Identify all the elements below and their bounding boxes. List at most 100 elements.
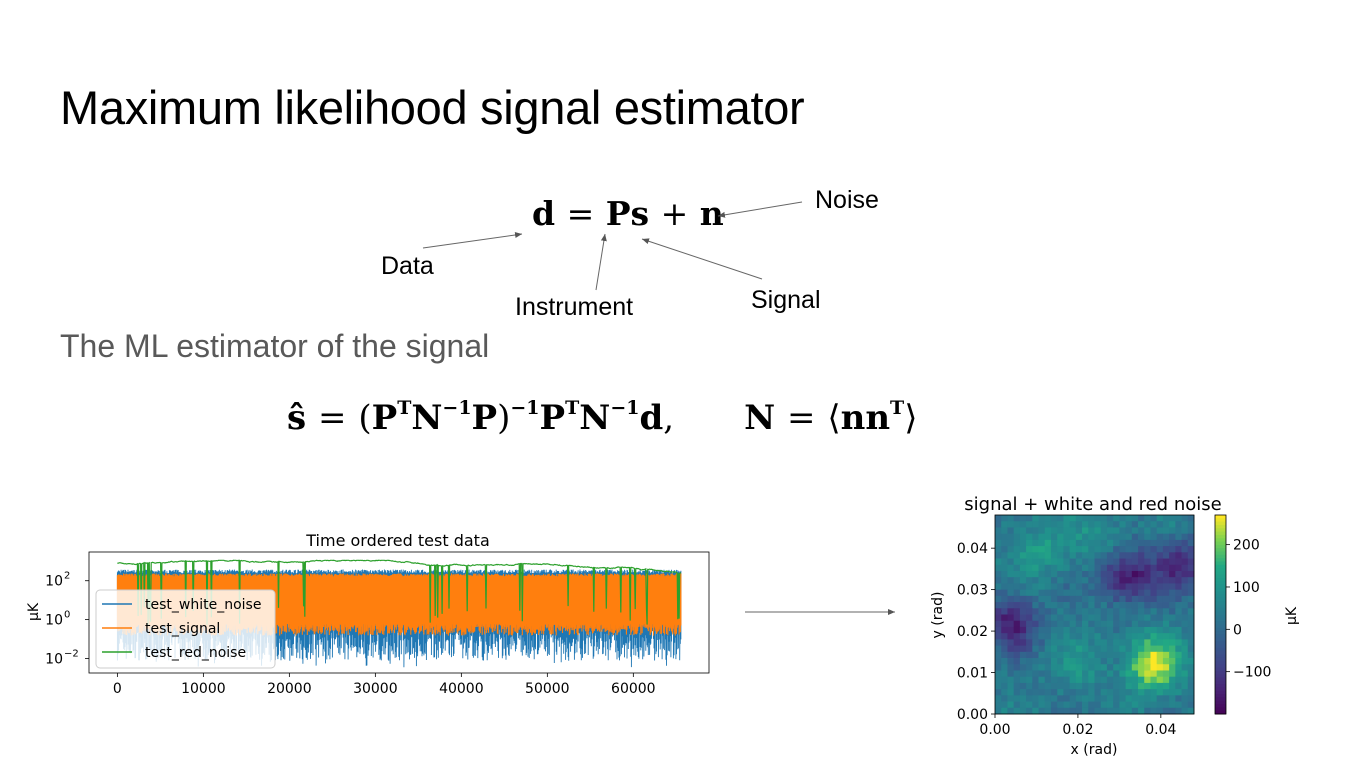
heatmap-cell bbox=[1175, 602, 1182, 609]
subtitle: The ML estimator of the signal bbox=[60, 328, 490, 364]
heatmap-cell bbox=[1169, 595, 1176, 603]
heatmap-cell bbox=[1050, 570, 1058, 578]
heatmap-cell bbox=[1162, 614, 1170, 622]
heatmap-cell bbox=[1156, 676, 1164, 684]
heatmap-cell bbox=[1044, 614, 1052, 622]
heatmap-cell bbox=[1125, 558, 1133, 566]
heatmap-cell bbox=[1057, 577, 1064, 584]
heatmap-cell bbox=[1063, 670, 1071, 678]
heatmap-cell bbox=[1150, 658, 1158, 665]
heatmap-cell bbox=[1100, 608, 1108, 615]
heatmap-cell bbox=[1057, 539, 1064, 547]
heatmap-cell bbox=[1050, 707, 1058, 715]
heatmap-cell bbox=[1082, 689, 1089, 696]
heatmap-cell bbox=[1001, 707, 1008, 715]
heatmap-cell bbox=[1044, 589, 1052, 597]
heatmap-cell bbox=[1069, 608, 1077, 615]
heatmap-cell bbox=[1150, 701, 1158, 709]
heatmap-cell bbox=[1113, 521, 1120, 528]
map-y-tick-label: 0.03 bbox=[957, 583, 988, 599]
heatmap-cell bbox=[1156, 527, 1164, 535]
heatmap-cell bbox=[1038, 676, 1046, 684]
heatmap-cell bbox=[1032, 552, 1039, 559]
heatmap-cell bbox=[1032, 602, 1039, 609]
heatmap-cell bbox=[1088, 595, 1095, 603]
heatmap-cell bbox=[1038, 658, 1046, 665]
heatmap-cell bbox=[1181, 670, 1189, 678]
heatmap-cell bbox=[1162, 620, 1170, 628]
heatmap-cell bbox=[1019, 651, 1027, 659]
heatmap-cell bbox=[1019, 527, 1027, 535]
heatmap-cell bbox=[1144, 639, 1151, 646]
heatmap-cell bbox=[1138, 626, 1145, 634]
heatmap-cell bbox=[1026, 639, 1033, 646]
heatmap-cell bbox=[1169, 658, 1176, 665]
heatmap-cell bbox=[1175, 664, 1182, 671]
heatmap-cell bbox=[1162, 695, 1170, 702]
heatmap-cell bbox=[1019, 589, 1027, 597]
heatmap-cell bbox=[1038, 515, 1046, 522]
heatmap-cell bbox=[1100, 658, 1108, 665]
heatmap-cell bbox=[1131, 608, 1139, 615]
heatmap-cell bbox=[1082, 546, 1089, 553]
heatmap-cell bbox=[1181, 577, 1189, 584]
colorbar-segment bbox=[1215, 631, 1226, 635]
heatmap-cell bbox=[1113, 552, 1120, 559]
colorbar-segment bbox=[1215, 704, 1226, 708]
heatmap-cell bbox=[1032, 521, 1039, 528]
heatmap-cell bbox=[1026, 701, 1033, 709]
heatmap-cell bbox=[1063, 570, 1071, 578]
heatmap-cell bbox=[1113, 577, 1120, 584]
heatmap-cell bbox=[1094, 564, 1102, 572]
colorbar-segment bbox=[1215, 624, 1226, 629]
heatmap-cell bbox=[1169, 626, 1176, 634]
heatmap-cell bbox=[1013, 701, 1021, 709]
heatmap-cell bbox=[1063, 682, 1071, 690]
heatmap-cell bbox=[1050, 564, 1058, 572]
heatmap-cell bbox=[1075, 564, 1083, 572]
heatmap-cell bbox=[1175, 583, 1182, 591]
heatmap-cell bbox=[1069, 546, 1077, 553]
heatmap-cell bbox=[1038, 664, 1046, 671]
heatmap-cell bbox=[995, 620, 1002, 628]
heatmap-cell bbox=[1106, 589, 1114, 597]
heatmap-cell bbox=[1150, 695, 1158, 702]
heatmap-cell bbox=[1019, 701, 1027, 709]
heatmap-cell bbox=[1063, 533, 1071, 541]
legend-entry-test_white_noise: test_white_noise bbox=[145, 597, 261, 613]
noise-map-chart: signal + white and red noise 0.00 0.02 0.0… bbox=[930, 494, 1300, 758]
heatmap-cell bbox=[1181, 515, 1189, 522]
heatmap-cell bbox=[1038, 645, 1046, 653]
heatmap-cell bbox=[1044, 651, 1052, 659]
heatmap-cell bbox=[1001, 651, 1008, 659]
heatmap-cell bbox=[1113, 533, 1120, 541]
heatmap-cell bbox=[1106, 570, 1114, 578]
heatmap-cell bbox=[1169, 515, 1176, 522]
heatmap-cell bbox=[1156, 602, 1164, 609]
heatmap-cell bbox=[1169, 639, 1176, 646]
heatmap-cell bbox=[1119, 707, 1126, 715]
heatmap-cell bbox=[1106, 707, 1114, 715]
heatmap-cell bbox=[1125, 670, 1133, 678]
heatmap-cell bbox=[1063, 564, 1071, 572]
heatmap-cell bbox=[1057, 639, 1064, 646]
heatmap-cell bbox=[1075, 645, 1083, 653]
heatmap-cell bbox=[1138, 701, 1145, 709]
heatmap-cell bbox=[1038, 639, 1046, 646]
heatmap-cell bbox=[1019, 558, 1027, 566]
heatmap-cell bbox=[1032, 633, 1039, 640]
heatmap-cell bbox=[1082, 602, 1089, 609]
heatmap-cell bbox=[1057, 558, 1064, 566]
heatmap-cell bbox=[995, 558, 1002, 566]
heatmap-cell bbox=[1106, 676, 1114, 684]
ml-estimator-equation: ŝ = (PTN−1P)−1PTN−1d, N = ⟨nnT⟩ bbox=[287, 397, 918, 438]
heatmap-cell bbox=[1007, 608, 1015, 615]
heatmap-cell bbox=[1050, 664, 1058, 671]
heatmap-cell bbox=[1019, 620, 1027, 628]
heatmap-cell bbox=[1125, 589, 1133, 597]
heatmap-cell bbox=[1075, 614, 1083, 622]
heatmap-cell bbox=[1063, 639, 1071, 646]
heatmap-cell bbox=[1026, 539, 1033, 547]
heatmap-cell bbox=[1144, 564, 1151, 572]
colorbar-segment bbox=[1215, 571, 1226, 576]
